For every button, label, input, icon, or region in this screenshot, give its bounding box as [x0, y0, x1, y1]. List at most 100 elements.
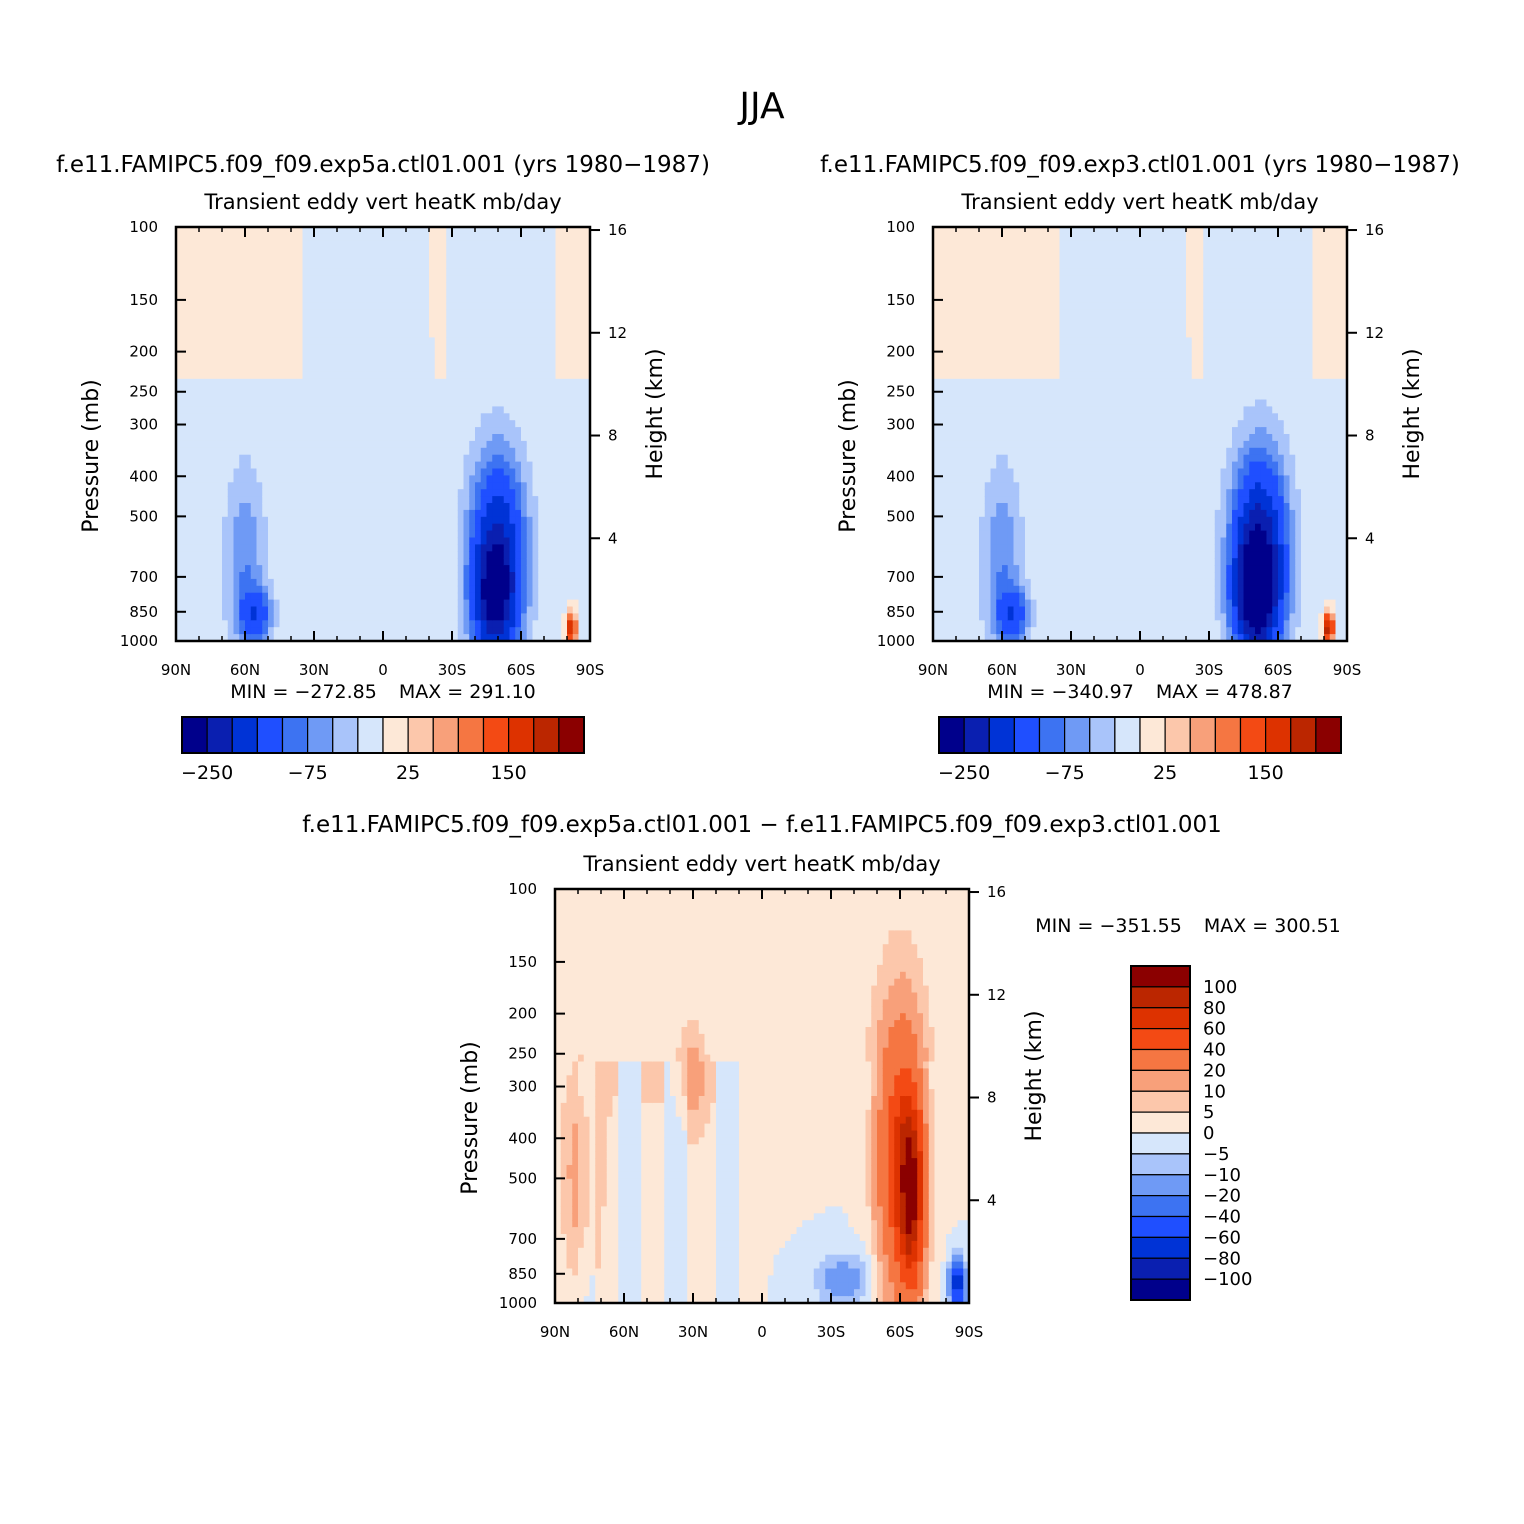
field-cell [406, 240, 413, 249]
field-cell [515, 627, 522, 635]
field-cell [544, 261, 551, 269]
field-cell [423, 385, 430, 394]
field-cell [423, 275, 430, 283]
field-cell [457, 254, 465, 263]
field-cell [944, 544, 951, 552]
field-cell [210, 254, 217, 263]
field-cell [204, 413, 212, 421]
field-cell [549, 544, 557, 552]
field-cell [411, 240, 419, 249]
field-cell [446, 247, 453, 256]
field-cell [400, 482, 407, 490]
field-cell [417, 537, 424, 545]
field-cell [406, 544, 413, 552]
field-cell [973, 385, 980, 394]
field-cell [561, 503, 568, 511]
field-cell [245, 489, 252, 497]
field-cell [933, 385, 940, 394]
field-cell [526, 558, 534, 566]
field-cell [302, 468, 309, 476]
colorbar-swatch [206, 716, 233, 754]
field-cell [216, 447, 223, 456]
field-cell [193, 585, 200, 594]
field-cell [337, 296, 344, 304]
field-cell [463, 427, 470, 435]
field-cell [337, 461, 344, 470]
field-cell [371, 330, 378, 338]
field-cell [291, 358, 298, 366]
field-cell [567, 475, 574, 483]
field-cell [400, 634, 407, 641]
field-cell [979, 351, 986, 359]
field-cell [377, 351, 384, 359]
field-cell [572, 489, 580, 497]
field-cell [549, 599, 557, 608]
field-cell [331, 530, 338, 539]
field-cell [979, 434, 986, 442]
field-cell [176, 503, 183, 511]
field-cell [279, 572, 286, 580]
field-cell [549, 254, 557, 263]
field-cell [314, 468, 321, 476]
field-cell [938, 503, 946, 511]
field-cell [509, 420, 516, 428]
field-cell [371, 261, 378, 269]
field-cell [273, 599, 281, 608]
field-cell [463, 606, 470, 614]
field-cell [176, 606, 183, 614]
field-cell [360, 337, 367, 345]
field-cell [979, 337, 986, 345]
field-cell [388, 434, 396, 442]
field-cell [308, 296, 315, 304]
field-cell [383, 309, 390, 318]
field-cell [256, 261, 263, 269]
field-cell [285, 565, 292, 573]
field-cell [348, 509, 355, 518]
field-cell [446, 440, 453, 449]
field-cell [273, 585, 281, 594]
field-cell [314, 454, 321, 463]
field-cell [452, 254, 459, 263]
field-cell [572, 496, 580, 504]
field-cell [417, 351, 424, 359]
field-cell [308, 344, 315, 352]
field-cell [956, 240, 963, 249]
field-cell [308, 302, 315, 311]
field-cell [176, 358, 183, 366]
field-cell [417, 489, 424, 497]
field-cell [273, 565, 281, 573]
field-cell [250, 392, 258, 401]
field-cell [388, 254, 396, 263]
field-cell [331, 551, 338, 559]
field-cell [216, 289, 223, 297]
field-cell [549, 447, 557, 456]
field-cell [475, 427, 482, 435]
field-cell [296, 413, 304, 421]
field-cell [331, 496, 338, 504]
field-cell [979, 585, 986, 594]
field-cell [256, 399, 263, 407]
field-cell [199, 454, 206, 463]
field-cell [584, 482, 590, 490]
field-cell [509, 399, 516, 407]
field-cell [492, 454, 499, 463]
field-cell [956, 578, 963, 587]
field-cell [417, 606, 424, 614]
field-cell [567, 261, 574, 269]
field-cell [555, 523, 562, 532]
field-cell [503, 551, 511, 559]
field-cell [319, 489, 327, 497]
field-cell [210, 289, 217, 297]
field-cell [538, 482, 545, 490]
field-cell [193, 468, 200, 476]
field-cell [480, 351, 488, 359]
field-cell [446, 592, 453, 601]
field-cell [262, 565, 269, 573]
field-cell [944, 385, 951, 394]
field-cell [406, 413, 413, 421]
field-cell [463, 240, 470, 249]
field-cell [319, 351, 327, 359]
field-cell [480, 330, 488, 338]
field-cell [434, 613, 442, 621]
field-cell [938, 344, 946, 352]
